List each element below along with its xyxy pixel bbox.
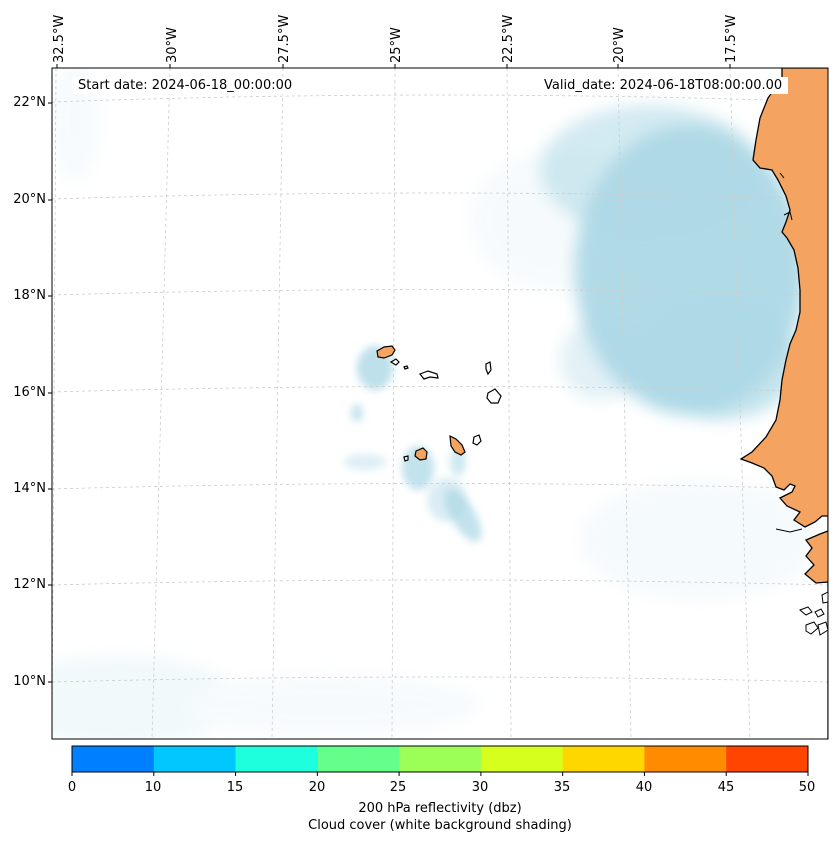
island-santa-luzia [403, 365, 409, 370]
lat-label-16n: 16°N [13, 385, 46, 400]
colorbar-segment [235, 746, 318, 772]
colorbar-segment [562, 746, 645, 772]
africa-coastline [739, 68, 828, 739]
island-sal [485, 361, 492, 376]
colorbar-tick: 40 [635, 780, 653, 795]
start-date-label: Start date: 2024-06-18_00:00:00 [72, 77, 299, 94]
lon-label-22-5w: 22.5°W [501, 14, 516, 63]
colorbar-label-cloud-cover: Cloud cover (white background shading) [308, 818, 572, 833]
lon-label-25w: 25°W [389, 27, 404, 63]
map-frame [51, 67, 829, 740]
colorbar-tick: 45 [717, 780, 735, 795]
island-fogo [414, 447, 428, 461]
colorbar-segment [726, 746, 809, 772]
lat-ticks [48, 102, 52, 683]
island-sao-vicente [389, 358, 400, 366]
island-brava [403, 455, 409, 462]
lon-label-32-5w: 32.5°W [52, 14, 67, 63]
valid-date-label: Valid_date: 2024-06-18T08:00:00.00 [538, 77, 789, 94]
graticule [52, 68, 828, 739]
island-santiago [449, 434, 466, 456]
lat-label-12n: 12°N [13, 577, 46, 592]
lon-label-30w: 30°W [165, 27, 180, 63]
colorbar-segment [399, 746, 482, 772]
colorbar-segment [153, 746, 237, 772]
lat-label-14n: 14°N [13, 481, 46, 496]
colorbar-tick: 10 [144, 780, 162, 795]
colorbar-segment [644, 746, 727, 772]
colorbar-tick: 15 [226, 780, 244, 795]
map-area [52, 68, 828, 739]
island-sao-nicolau [419, 370, 439, 380]
colorbar-tick: 30 [471, 780, 489, 795]
colorbar-border [71, 745, 809, 773]
lat-label-20n: 20°N [13, 192, 46, 207]
lat-label-10n: 10°N [13, 674, 46, 689]
island-santo-antao [376, 345, 396, 359]
colorbar-segment [317, 746, 400, 772]
lon-ticks [56, 64, 731, 68]
island-maio [472, 434, 482, 446]
colorbar-tick: 50 [798, 780, 816, 795]
colorbar-segment [72, 746, 155, 772]
lat-label-18n: 18°N [13, 288, 46, 303]
colorbar-label-reflectivity: 200 hPa reflectivity (dbz) [358, 801, 522, 816]
cloud-cover-islands [343, 346, 482, 542]
colorbar-tick: 0 [67, 780, 77, 795]
cape-verde-islands [376, 345, 502, 462]
lon-label-17-5w: 17.5°W [724, 14, 739, 63]
bijagos-islets [799, 591, 828, 636]
lat-label-22n: 22°N [13, 95, 46, 110]
cloud-cover-main [540, 105, 805, 420]
colorbar-tick: 20 [308, 780, 326, 795]
lon-label-20w: 20°W [612, 27, 627, 63]
colorbar [71, 745, 809, 776]
colorbar-segment [480, 746, 564, 772]
island-boa-vista [486, 388, 502, 404]
colorbar-tick: 25 [389, 780, 407, 795]
coastal-inlets [775, 172, 803, 533]
lon-label-27-5w: 27.5°W [277, 14, 292, 63]
colorbar-tick: 35 [553, 780, 571, 795]
